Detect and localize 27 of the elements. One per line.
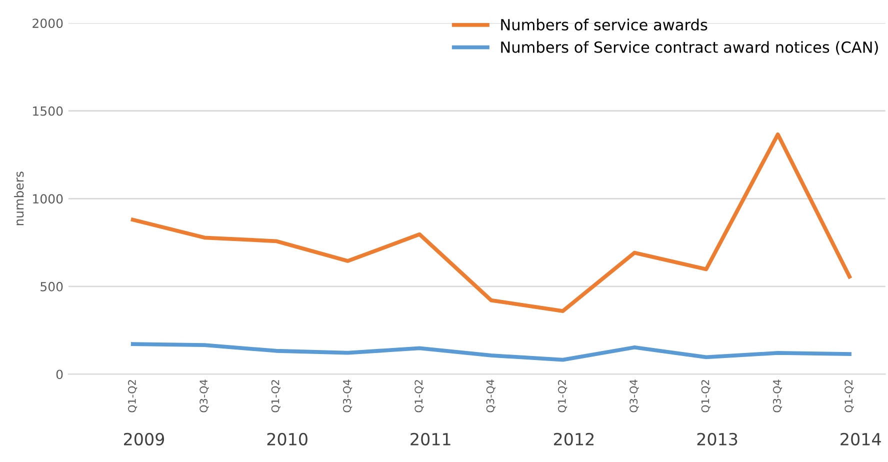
x-tick-label: Q1-Q2 [128,380,138,412]
y-tick-label: 500 [40,282,63,292]
x-tick-label: Q3-Q4 [630,380,639,412]
x-tick-label: Q3-Q4 [200,380,209,412]
line-series [130,132,852,313]
line-series [130,342,852,362]
x-tick-label: Q1-Q2 [271,380,280,412]
x-tick-label: Q1-Q2 [558,380,568,412]
x-tick-label: Q1-Q2 [844,380,854,412]
y-axis-title: numbers [14,172,24,226]
text: 2014 [840,432,881,446]
y-tick-label: 1500 [33,106,63,116]
text: 2010 [267,432,308,446]
y-tick-label: 0 [56,370,63,380]
y-tick-label: 1000 [33,194,63,204]
legend-label: Numbers of service awards [501,18,708,31]
x-tick-label: Q1-Q2 [414,380,424,412]
x-tick-label: Q3-Q4 [343,380,352,412]
text: 2011 [410,432,450,446]
y-tick-label: 2000 [32,18,63,28]
x-tick-label: Q3-Q4 [772,380,782,412]
x-tick-label: Q1-Q2 [701,380,710,412]
text: 2012 [554,432,594,446]
legend-label: Numbers of Service contract award notices (CAN) [501,41,878,55]
x-tick-label: Q3-Q4 [486,380,496,412]
text: 2013 [697,432,738,446]
text: 2009 [124,432,164,446]
